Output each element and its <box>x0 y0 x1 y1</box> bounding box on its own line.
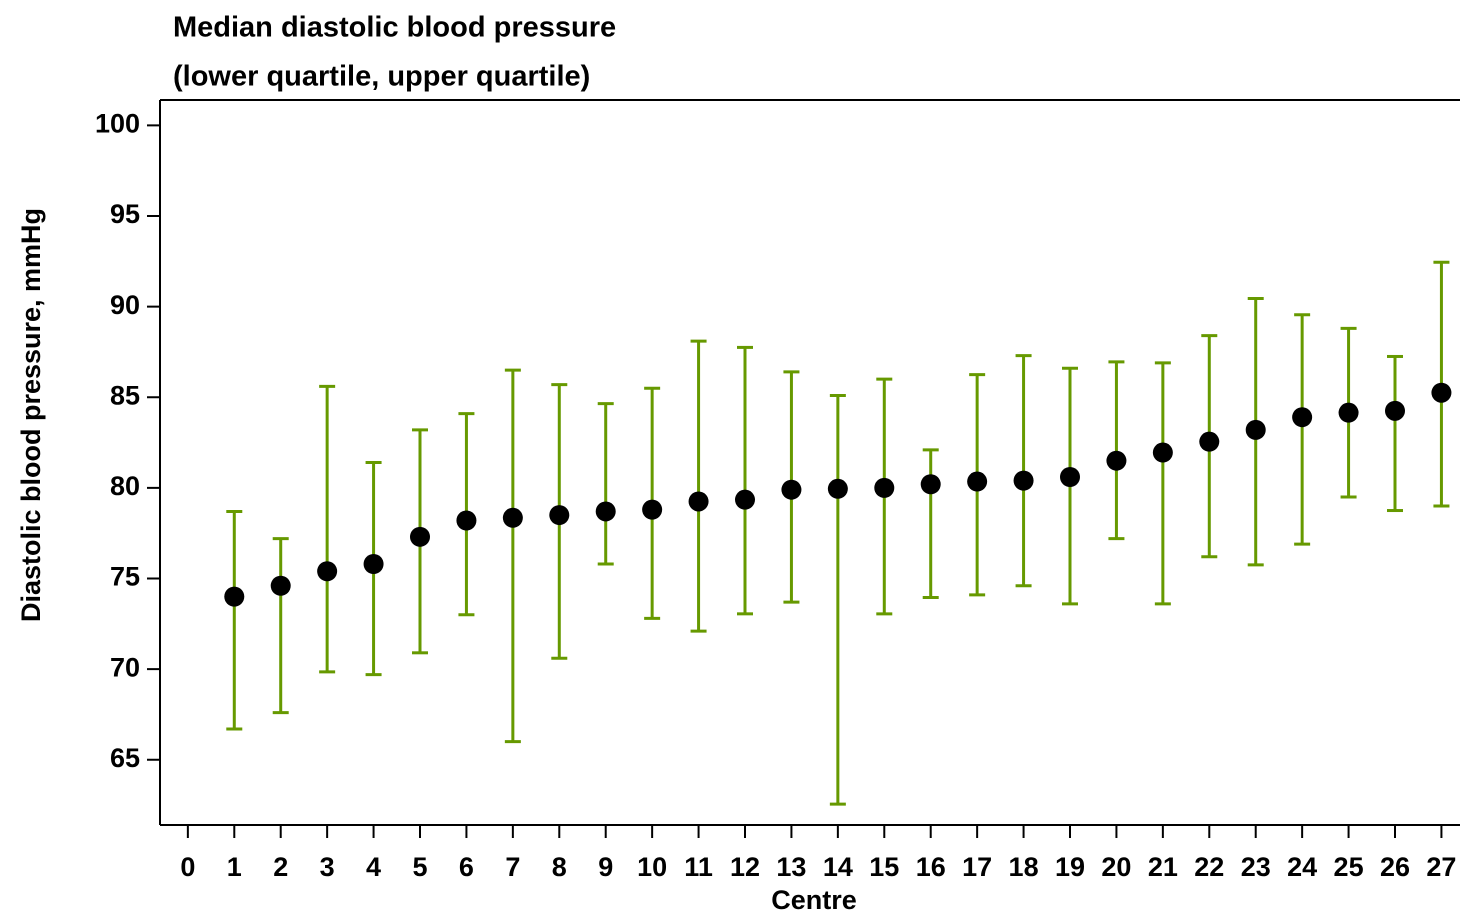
x-tick-label: 17 <box>962 852 992 882</box>
median-point <box>781 479 802 500</box>
y-tick-label: 85 <box>110 380 140 410</box>
y-tick-label: 65 <box>110 743 140 773</box>
median-point <box>1106 450 1127 471</box>
median-point <box>410 526 430 547</box>
x-tick-label: 15 <box>869 852 899 882</box>
y-tick-label: 95 <box>110 199 140 229</box>
x-tick-label: 21 <box>1148 852 1178 882</box>
median-point <box>1060 467 1080 487</box>
median-point <box>735 489 755 510</box>
median-point <box>1292 407 1313 428</box>
x-tick-label: 20 <box>1101 852 1131 882</box>
x-tick-label: 4 <box>366 852 381 882</box>
median-point <box>1199 431 1220 452</box>
x-tick-label: 12 <box>730 852 760 882</box>
x-tick-label: 19 <box>1055 852 1085 882</box>
x-tick-label: 8 <box>552 852 567 882</box>
y-tick-label: 70 <box>110 652 140 682</box>
x-tick-label: 3 <box>320 852 335 882</box>
x-tick-label: 27 <box>1426 852 1456 882</box>
median-point <box>502 507 523 528</box>
x-tick-label: 13 <box>776 852 806 882</box>
median-point <box>874 477 895 498</box>
x-tick-label: 11 <box>684 852 713 882</box>
median-point <box>595 501 616 522</box>
median-point <box>1338 402 1359 423</box>
x-tick-label: 23 <box>1241 852 1271 882</box>
median-point <box>1013 470 1034 491</box>
median-point <box>642 499 663 520</box>
x-tick-label: 16 <box>916 852 946 882</box>
y-tick-label: 75 <box>110 562 140 592</box>
chart-subtitle: (lower quartile, upper quartile) <box>173 61 590 93</box>
x-tick-label: 2 <box>273 852 288 882</box>
y-axis-label: Diastolic blood pressure, mmHg <box>16 208 46 622</box>
y-tick-label: 100 <box>95 109 140 139</box>
x-tick-label: 24 <box>1287 852 1317 882</box>
median-point <box>1385 400 1405 421</box>
median-point <box>688 491 709 512</box>
median-point <box>549 505 570 526</box>
chart-title: Median diastolic blood pressure <box>173 12 616 44</box>
median-point <box>920 474 941 495</box>
x-tick-label: 6 <box>459 852 474 882</box>
median-point <box>967 471 988 492</box>
x-tick-label: 14 <box>823 852 853 882</box>
median-point <box>1245 419 1266 440</box>
x-tick-label: 10 <box>637 852 667 882</box>
x-tick-label: 22 <box>1194 852 1224 882</box>
y-tick-label: 80 <box>110 471 140 501</box>
x-tick-label: 1 <box>227 852 242 882</box>
x-tick-label: 26 <box>1380 852 1410 882</box>
x-tick-label: 18 <box>1009 852 1039 882</box>
x-axis-label: Centre <box>771 885 857 915</box>
median-point <box>317 561 338 582</box>
y-tick-label: 90 <box>110 290 140 320</box>
median-point <box>224 586 245 607</box>
median-point <box>270 575 291 596</box>
x-tick-label: 0 <box>180 852 195 882</box>
x-tick-label: 25 <box>1334 852 1364 882</box>
median-point <box>456 510 477 531</box>
x-tick-label: 5 <box>412 852 427 882</box>
median-point <box>1431 382 1452 403</box>
x-tick-label: 9 <box>598 852 613 882</box>
median-point <box>363 554 384 574</box>
median-point <box>827 478 848 499</box>
x-tick-label: 7 <box>505 852 520 882</box>
median-point <box>1152 442 1173 463</box>
